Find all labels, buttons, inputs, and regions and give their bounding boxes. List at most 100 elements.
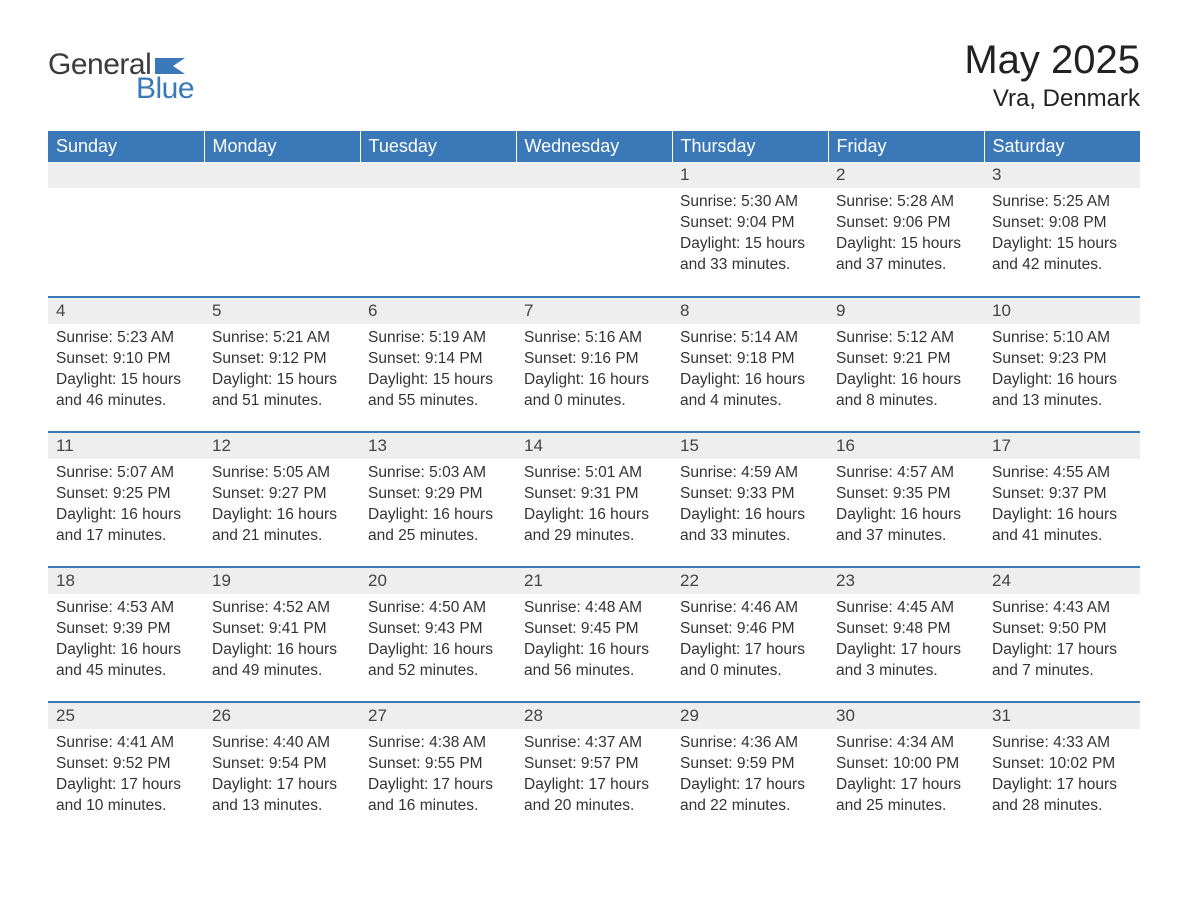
calendar-day-cell [516,162,672,297]
sunrise-value: 4:52 AM [273,599,330,616]
sunset-label: Sunset: [368,620,425,637]
daylight-line: Daylight: 17 hours and 3 minutes. [836,640,976,682]
sunset-line: Sunset: 9:21 PM [836,349,976,370]
sunset-label: Sunset: [992,755,1049,772]
day-number: 30 [828,703,984,729]
sunset-line: Sunset: 9:37 PM [992,484,1132,505]
day-number: 20 [360,568,516,594]
day-body: Sunrise: 4:41 AMSunset: 9:52 PMDaylight:… [48,729,204,823]
day-body: Sunrise: 5:23 AMSunset: 9:10 PMDaylight:… [48,324,204,418]
daylight-label: Daylight: [524,371,589,388]
day-number-empty [48,162,204,188]
calendar-day-cell: 23Sunrise: 4:45 AMSunset: 9:48 PMDayligh… [828,567,984,702]
weekday-header: Monday [204,131,360,162]
calendar-week-row: 4Sunrise: 5:23 AMSunset: 9:10 PMDaylight… [48,297,1140,432]
sunset-label: Sunset: [524,620,581,637]
sunset-value: 9:25 PM [113,485,171,502]
day-number: 1 [672,162,828,188]
sunset-line: Sunset: 9:10 PM [56,349,196,370]
sunrise-line: Sunrise: 5:07 AM [56,463,196,484]
sunset-value: 9:43 PM [425,620,483,637]
sunset-label: Sunset: [56,485,113,502]
sunset-value: 9:14 PM [425,350,483,367]
day-body: Sunrise: 5:07 AMSunset: 9:25 PMDaylight:… [48,459,204,553]
sunrise-line: Sunrise: 4:46 AM [680,598,820,619]
sunrise-line: Sunrise: 4:38 AM [368,733,508,754]
day-body: Sunrise: 4:43 AMSunset: 9:50 PMDaylight:… [984,594,1140,688]
sunset-label: Sunset: [992,485,1049,502]
day-number: 31 [984,703,1140,729]
daylight-line: Daylight: 15 hours and 51 minutes. [212,370,352,412]
location-label: Vra, Denmark [964,85,1140,113]
sunrise-label: Sunrise: [524,734,585,751]
calendar-day-cell: 29Sunrise: 4:36 AMSunset: 9:59 PMDayligh… [672,702,828,837]
day-number: 5 [204,298,360,324]
sunrise-label: Sunrise: [992,329,1053,346]
sunset-label: Sunset: [212,620,269,637]
sunrise-line: Sunrise: 5:12 AM [836,328,976,349]
day-number: 26 [204,703,360,729]
sunrise-label: Sunrise: [368,329,429,346]
calendar-day-cell: 13Sunrise: 5:03 AMSunset: 9:29 PMDayligh… [360,432,516,567]
sunset-line: Sunset: 10:00 PM [836,754,976,775]
daylight-label: Daylight: [368,371,433,388]
sunset-line: Sunset: 9:35 PM [836,484,976,505]
sunrise-line: Sunrise: 4:55 AM [992,463,1132,484]
calendar-day-cell: 21Sunrise: 4:48 AMSunset: 9:45 PMDayligh… [516,567,672,702]
daylight-line: Daylight: 17 hours and 22 minutes. [680,775,820,817]
sunrise-value: 4:43 AM [1053,599,1110,616]
day-number: 11 [48,433,204,459]
day-number: 19 [204,568,360,594]
daylight-label: Daylight: [56,641,121,658]
daylight-line: Daylight: 16 hours and 56 minutes. [524,640,664,682]
sunrise-line: Sunrise: 5:23 AM [56,328,196,349]
sunset-line: Sunset: 9:52 PM [56,754,196,775]
page-header: General Blue May 2025 Vra, Denmark [48,38,1140,113]
sunset-label: Sunset: [368,350,425,367]
sunrise-value: 5:10 AM [1053,329,1110,346]
sunrise-line: Sunrise: 4:43 AM [992,598,1132,619]
daylight-label: Daylight: [212,506,277,523]
calendar-day-cell: 10Sunrise: 5:10 AMSunset: 9:23 PMDayligh… [984,297,1140,432]
weekday-header: Thursday [672,131,828,162]
day-body: Sunrise: 4:34 AMSunset: 10:00 PMDaylight… [828,729,984,823]
sunset-line: Sunset: 9:14 PM [368,349,508,370]
sunrise-label: Sunrise: [992,599,1053,616]
daylight-label: Daylight: [524,506,589,523]
sunrise-line: Sunrise: 5:14 AM [680,328,820,349]
sunrise-value: 5:12 AM [897,329,954,346]
sunrise-label: Sunrise: [524,599,585,616]
weekday-header: Saturday [984,131,1140,162]
calendar-day-cell: 11Sunrise: 5:07 AMSunset: 9:25 PMDayligh… [48,432,204,567]
daylight-line: Daylight: 16 hours and 8 minutes. [836,370,976,412]
sunset-value: 9:59 PM [737,755,795,772]
sunset-label: Sunset: [212,755,269,772]
sunrise-value: 5:05 AM [273,464,330,481]
day-body: Sunrise: 5:01 AMSunset: 9:31 PMDaylight:… [516,459,672,553]
sunrise-label: Sunrise: [56,329,117,346]
day-number: 16 [828,433,984,459]
sunrise-line: Sunrise: 4:59 AM [680,463,820,484]
calendar-day-cell: 22Sunrise: 4:46 AMSunset: 9:46 PMDayligh… [672,567,828,702]
daylight-label: Daylight: [992,506,1057,523]
sunrise-value: 4:36 AM [741,734,798,751]
sunset-label: Sunset: [836,620,893,637]
daylight-line: Daylight: 16 hours and 33 minutes. [680,505,820,547]
sunset-label: Sunset: [992,350,1049,367]
day-body: Sunrise: 5:12 AMSunset: 9:21 PMDaylight:… [828,324,984,418]
calendar-day-cell: 28Sunrise: 4:37 AMSunset: 9:57 PMDayligh… [516,702,672,837]
calendar-day-cell: 17Sunrise: 4:55 AMSunset: 9:37 PMDayligh… [984,432,1140,567]
day-body: Sunrise: 5:14 AMSunset: 9:18 PMDaylight:… [672,324,828,418]
calendar-day-cell: 12Sunrise: 5:05 AMSunset: 9:27 PMDayligh… [204,432,360,567]
daylight-label: Daylight: [368,641,433,658]
day-body: Sunrise: 5:03 AMSunset: 9:29 PMDaylight:… [360,459,516,553]
calendar-day-cell: 31Sunrise: 4:33 AMSunset: 10:02 PMDaylig… [984,702,1140,837]
sunrise-label: Sunrise: [992,734,1053,751]
sunrise-label: Sunrise: [524,329,585,346]
sunset-line: Sunset: 9:23 PM [992,349,1132,370]
sunset-line: Sunset: 9:43 PM [368,619,508,640]
weekday-header: Tuesday [360,131,516,162]
sunset-value: 9:23 PM [1049,350,1107,367]
day-number: 24 [984,568,1140,594]
day-body: Sunrise: 4:38 AMSunset: 9:55 PMDaylight:… [360,729,516,823]
